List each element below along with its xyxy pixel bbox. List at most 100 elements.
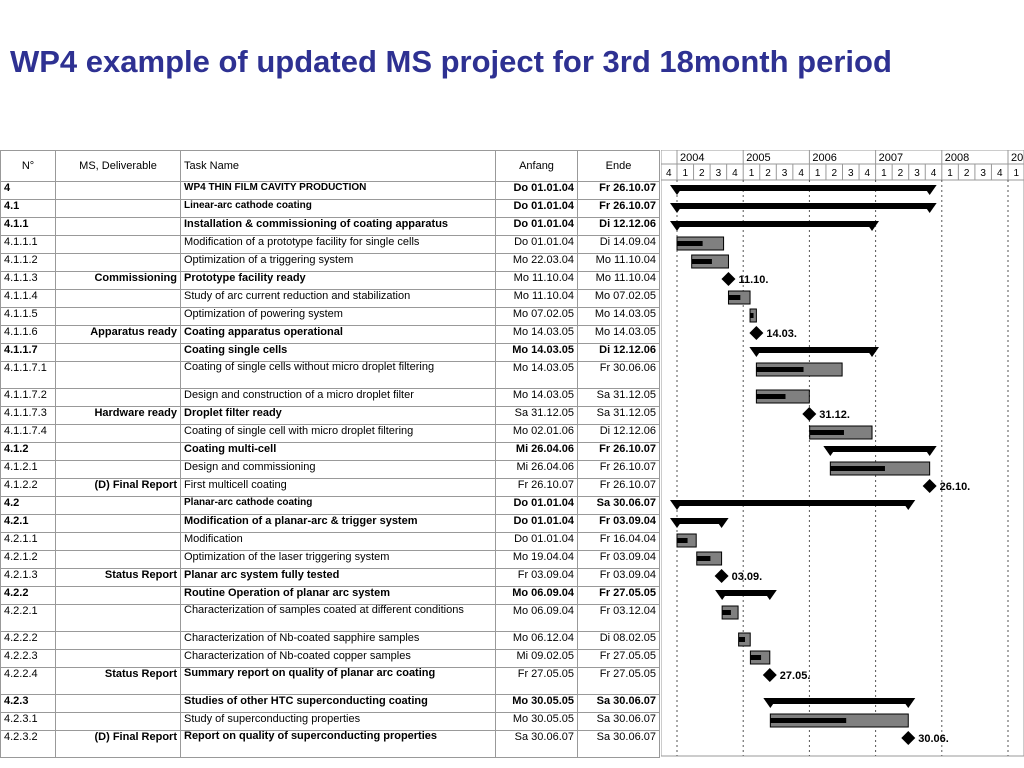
table-row: 4.1.1.7.2 Design and construction of a mi… xyxy=(0,388,660,407)
cell-id: 4.2.2.3 xyxy=(0,649,56,668)
cell-start: Mo 11.10.04 xyxy=(495,289,578,308)
cell-task-name: Study of superconducting properties xyxy=(180,712,496,731)
cell-start: Fr 03.09.04 xyxy=(495,568,578,587)
summary-bar xyxy=(677,203,930,209)
summary-start-cap xyxy=(763,698,778,708)
cell-task-name: Coating apparatus operational xyxy=(180,325,496,344)
task-progress xyxy=(756,367,804,372)
quarter-label: 3 xyxy=(848,168,854,179)
milestone-diamond xyxy=(901,731,916,745)
cell-start: Mi 26.04.06 xyxy=(495,442,578,461)
quarter-label: 1 xyxy=(682,168,688,179)
task-progress xyxy=(830,466,885,471)
task-table: N° MS, Deliverable Task Name Anfang Ende… xyxy=(0,150,660,758)
quarter-label: 1 xyxy=(1013,168,1019,179)
cell-start: Mo 30.05.05 xyxy=(495,712,578,731)
cell-start: Mo 06.09.04 xyxy=(495,604,578,632)
quarter-label: 4 xyxy=(865,168,871,179)
year-label: 2006 xyxy=(812,152,836,164)
cell-ms-deliverable xyxy=(55,343,181,362)
quarter-label: 3 xyxy=(980,168,986,179)
cell-end: Fr 26.10.07 xyxy=(577,442,660,461)
task-progress xyxy=(750,655,762,660)
task-progress xyxy=(756,394,786,399)
summary-end-cap xyxy=(762,590,777,600)
cell-end: Di 12.12.06 xyxy=(577,217,660,236)
table-row: 4.1.1.7.4 Coating of single cell with mic… xyxy=(0,424,660,443)
summary-bar xyxy=(677,221,873,227)
cell-start: Mo 11.10.04 xyxy=(495,271,578,290)
cell-start: Mi 09.02.05 xyxy=(495,649,578,668)
cell-ms-deliverable xyxy=(55,631,181,650)
summary-bar xyxy=(677,500,909,506)
cell-start: Mo 22.03.04 xyxy=(495,253,578,272)
cell-id: 4.2.3.2 xyxy=(0,730,56,758)
cell-id: 4.1.2.1 xyxy=(0,460,56,479)
table-row: 4.1.1.7 Coating single cells Mo 14.03.05 Di… xyxy=(0,343,660,362)
cell-task-name: Coating single cells xyxy=(180,343,496,362)
cell-end: Fr 26.10.07 xyxy=(577,199,660,218)
table-row: 4.1.1.7.1 Coating of single cells without… xyxy=(0,361,660,389)
cell-task-name: Characterization of samples coated at di… xyxy=(180,604,496,632)
cell-task-name: Planar arc system fully tested xyxy=(180,568,496,587)
cell-id: 4 xyxy=(0,181,56,200)
quarter-label: 2 xyxy=(699,168,705,179)
cell-ms-deliverable xyxy=(55,649,181,668)
summary-bar xyxy=(677,185,930,191)
cell-end: Fr 30.06.06 xyxy=(577,361,660,389)
cell-end: Sa 30.06.07 xyxy=(577,496,660,515)
cell-start: Mo 19.04.04 xyxy=(495,550,578,569)
milestone-date-label: 31.12. xyxy=(819,409,850,421)
quarter-label: 1 xyxy=(749,168,755,179)
table-row: 4.2 Planar-arc cathode coating Do 01.01.04… xyxy=(0,496,660,515)
summary-end-cap xyxy=(901,698,916,708)
cell-ms-deliverable: Status Report xyxy=(55,568,181,587)
slide-title: WP4 example of updated MS project for 3r… xyxy=(10,44,892,79)
milestone-date-label: 26.10. xyxy=(940,481,971,493)
table-row: 4.1.1 Installation & commissioning of coa… xyxy=(0,217,660,236)
cell-start: Mo 06.12.04 xyxy=(495,631,578,650)
milestone-diamond xyxy=(762,668,777,682)
year-label: 20 xyxy=(1011,152,1023,164)
cell-id: 4.2.1.2 xyxy=(0,550,56,569)
quarter-label: 1 xyxy=(881,168,887,179)
cell-id: 4.2.3.1 xyxy=(0,712,56,731)
cell-ms-deliverable xyxy=(55,514,181,533)
cell-end: Di 08.02.05 xyxy=(577,631,660,650)
table-row: 4.1.1.6 Apparatus ready Coating apparatus … xyxy=(0,325,660,344)
table-row: 4.1 Linear-arc cathode coating Do 01.01.04… xyxy=(0,199,660,218)
cell-task-name: Characterization of Nb-coated copper sam… xyxy=(180,649,496,668)
task-progress xyxy=(750,313,754,318)
cell-id: 4.2.2.4 xyxy=(0,667,56,695)
cell-start: Do 01.01.04 xyxy=(495,496,578,515)
quarter-label: 4 xyxy=(732,168,738,179)
cell-end: Sa 31.12.05 xyxy=(577,406,660,425)
cell-start: Do 01.01.04 xyxy=(495,532,578,551)
year-label: 2008 xyxy=(945,152,969,164)
table-row: 4.2.2.2 Characterization of Nb-coated sap… xyxy=(0,631,660,650)
cell-task-name: Optimization of the laser triggering sys… xyxy=(180,550,496,569)
cell-end: Mo 11.10.04 xyxy=(577,253,660,272)
cell-task-name: Linear-arc cathode coating xyxy=(180,199,496,218)
cell-ms-deliverable xyxy=(55,307,181,326)
cell-ms-deliverable xyxy=(55,181,181,200)
cell-task-name: Prototype facility ready xyxy=(180,271,496,290)
cell-id: 4.2.2.2 xyxy=(0,631,56,650)
header-ms: MS, Deliverable xyxy=(55,150,181,182)
cell-end: Di 14.09.04 xyxy=(577,235,660,254)
header-start: Anfang xyxy=(495,150,578,182)
cell-task-name: Coating of single cells without micro dr… xyxy=(180,361,496,389)
table-row: 4.1.1.3 Commissioning Prototype facility r… xyxy=(0,271,660,290)
cell-start: Do 01.01.04 xyxy=(495,181,578,200)
cell-id: 4.1.1 xyxy=(0,217,56,236)
header-id: N° xyxy=(0,150,56,182)
cell-ms-deliverable: (D) Final Report xyxy=(55,730,181,758)
cell-start: Mo 30.05.05 xyxy=(495,694,578,713)
summary-start-cap xyxy=(749,347,764,357)
cell-id: 4.2.1 xyxy=(0,514,56,533)
cell-id: 4.1.1.4 xyxy=(0,289,56,308)
cell-ms-deliverable xyxy=(55,235,181,254)
cell-ms-deliverable xyxy=(55,694,181,713)
cell-ms-deliverable xyxy=(55,388,181,407)
task-progress xyxy=(696,556,711,561)
